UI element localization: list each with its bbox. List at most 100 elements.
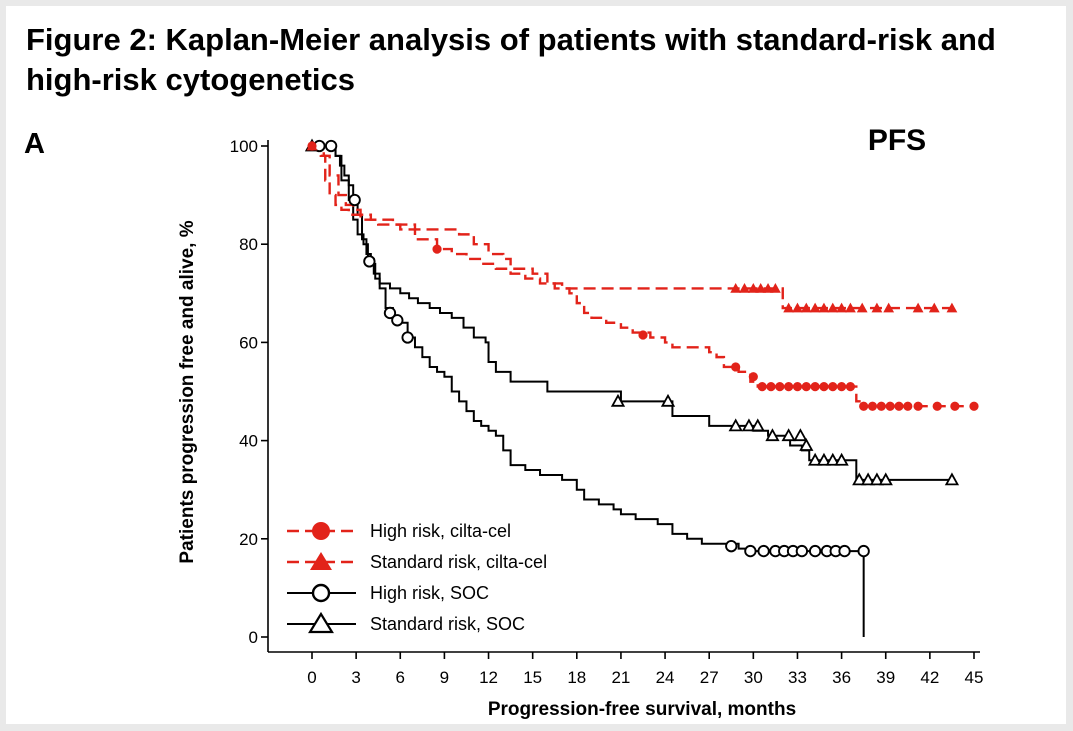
censor-mark-high-risk-cilta-cel bbox=[307, 141, 317, 151]
x-tick-label: 6 bbox=[396, 668, 405, 687]
x-tick-label: 36 bbox=[832, 668, 851, 687]
x-tick-label: 15 bbox=[523, 668, 542, 687]
censor-mark-standard-risk-cilta-cel bbox=[845, 302, 856, 313]
legend-label-standard-risk-soc: Standard risk, SOC bbox=[370, 614, 525, 634]
censor-mark-high-risk-cilta-cel bbox=[867, 401, 878, 411]
censor-mark-standard-risk-soc bbox=[825, 452, 840, 466]
censor-mark-high-risk-cilta-cel bbox=[885, 401, 895, 411]
censor-mark-high-risk-soc bbox=[383, 306, 397, 320]
censor-mark-high-risk-cilta-cel bbox=[913, 401, 923, 411]
series-line-standard-risk-soc bbox=[312, 145, 952, 481]
censor-mark-high-risk-cilta-cel bbox=[950, 401, 960, 411]
censor-mark-high-risk-cilta-cel bbox=[748, 372, 758, 382]
censor-markers bbox=[304, 138, 979, 558]
x-tick-label: 21 bbox=[611, 668, 630, 687]
censor-mark-standard-risk-cilta-cel bbox=[730, 282, 742, 293]
censor-mark-high-risk-cilta-cel bbox=[969, 401, 979, 411]
censor-mark-standard-risk-cilta-cel bbox=[871, 302, 883, 313]
censor-mark-standard-risk-soc bbox=[799, 438, 814, 451]
y-tick-label: 60 bbox=[239, 333, 258, 352]
series-line-standard-risk-cilta-cel bbox=[312, 144, 952, 310]
legend-label-standard-risk-cilta-cel: Standard risk, cilta-cel bbox=[370, 552, 547, 572]
censor-mark-high-risk-cilta-cel bbox=[766, 381, 776, 392]
censor-mark-high-risk-cilta-cel bbox=[432, 244, 442, 254]
censor-mark-standard-risk-cilta-cel bbox=[946, 302, 958, 313]
x-tick-label: 12 bbox=[479, 668, 498, 687]
censor-mark-high-risk-soc bbox=[838, 544, 851, 558]
x-tick-label: 42 bbox=[920, 668, 939, 687]
censor-mark-standard-risk-cilta-cel bbox=[818, 302, 830, 313]
censor-mark-high-risk-cilta-cel bbox=[903, 401, 913, 411]
series-line-high-risk-soc bbox=[312, 145, 865, 637]
x-tick-label: 24 bbox=[656, 668, 675, 687]
censor-mark-standard-risk-cilta-cel bbox=[755, 282, 767, 293]
y-tick-label: 40 bbox=[239, 432, 258, 451]
censor-mark-standard-risk-soc bbox=[860, 472, 876, 486]
censor-mark-standard-risk-soc bbox=[878, 472, 893, 486]
censor-mark-standard-risk-soc bbox=[781, 428, 796, 442]
censor-mark-high-risk-soc bbox=[757, 544, 770, 558]
censor-mark-standard-risk-soc bbox=[728, 418, 743, 432]
censor-mark-standard-risk-cilta-cel bbox=[827, 302, 839, 313]
legend-marker-high-risk-soc bbox=[311, 583, 331, 603]
figure-title: Figure 2: Kaplan-Meier analysis of patie… bbox=[26, 22, 996, 97]
censor-mark-standard-risk-soc bbox=[944, 472, 960, 486]
y-tick-label: 80 bbox=[239, 235, 258, 254]
censor-mark-standard-risk-soc bbox=[852, 472, 867, 486]
x-axis-label: Progression-free survival, months bbox=[488, 699, 796, 720]
legend-label-high-risk-cilta-cel: High risk, cilta-cel bbox=[370, 521, 511, 541]
censor-mark-high-risk-cilta-cel bbox=[757, 381, 767, 392]
legend-marker-high-risk-cilta-cel bbox=[312, 522, 330, 540]
y-tick-label: 100 bbox=[230, 137, 258, 156]
x-tick-label: 9 bbox=[440, 668, 449, 687]
censor-mark-high-risk-soc bbox=[324, 139, 338, 153]
censor-mark-high-risk-cilta-cel bbox=[837, 381, 847, 392]
x-tick-label: 33 bbox=[788, 668, 807, 687]
censor-mark-high-risk-cilta-cel bbox=[784, 381, 794, 392]
censor-mark-high-risk-soc bbox=[744, 544, 757, 558]
series-line-high-risk-cilta-cel bbox=[312, 144, 974, 408]
censor-mark-standard-risk-cilta-cel bbox=[856, 302, 868, 313]
censor-mark-standard-risk-cilta-cel bbox=[928, 302, 940, 313]
censor-mark-standard-risk-soc bbox=[869, 472, 885, 486]
censor-mark-high-risk-cilta-cel bbox=[932, 401, 942, 411]
censor-mark-standard-risk-soc bbox=[816, 452, 832, 466]
y-tick-label: 20 bbox=[239, 530, 258, 549]
x-tick-label: 18 bbox=[567, 668, 586, 687]
censor-mark-high-risk-cilta-cel bbox=[859, 401, 869, 411]
x-tick-label: 45 bbox=[965, 668, 984, 687]
censor-mark-high-risk-cilta-cel bbox=[638, 330, 648, 340]
censor-mark-standard-risk-cilta-cel bbox=[836, 302, 847, 313]
panel-label: A bbox=[24, 128, 45, 160]
censor-mark-high-risk-cilta-cel bbox=[819, 381, 829, 392]
censor-mark-standard-risk-cilta-cel bbox=[762, 282, 774, 293]
censor-mark-high-risk-soc bbox=[391, 314, 404, 327]
censor-mark-high-risk-cilta-cel bbox=[731, 362, 741, 372]
censor-mark-standard-risk-cilta-cel bbox=[883, 302, 895, 313]
censor-mark-high-risk-soc bbox=[725, 540, 738, 553]
x-tick-label: 39 bbox=[876, 668, 895, 687]
censor-mark-high-risk-cilta-cel bbox=[801, 381, 811, 392]
censor-mark-standard-risk-soc bbox=[793, 428, 808, 442]
censor-mark-standard-risk-cilta-cel bbox=[739, 282, 750, 293]
censor-mark-high-risk-cilta-cel bbox=[894, 401, 904, 411]
censor-mark-high-risk-cilta-cel bbox=[775, 381, 785, 392]
censor-mark-high-risk-cilta-cel bbox=[792, 381, 803, 392]
chart-title: PFS bbox=[868, 124, 926, 157]
censor-mark-high-risk-soc bbox=[857, 544, 870, 558]
legend-label-high-risk-soc: High risk, SOC bbox=[370, 583, 489, 603]
y-tick-label: 0 bbox=[249, 628, 258, 647]
censor-mark-high-risk-cilta-cel bbox=[828, 381, 838, 392]
censor-mark-standard-risk-cilta-cel bbox=[809, 302, 821, 313]
figure-panel: Figure 2: Kaplan-Meier analysis of patie… bbox=[6, 6, 1066, 724]
censor-mark-standard-risk-cilta-cel bbox=[792, 302, 803, 313]
censor-mark-standard-risk-soc bbox=[834, 452, 849, 466]
censor-mark-standard-risk-cilta-cel bbox=[912, 302, 924, 313]
censor-mark-high-risk-soc bbox=[363, 255, 376, 268]
censor-mark-standard-risk-soc bbox=[610, 393, 626, 407]
censor-mark-high-risk-soc bbox=[808, 544, 822, 558]
x-tick-label: 27 bbox=[700, 668, 719, 687]
censor-mark-standard-risk-soc bbox=[660, 393, 676, 407]
